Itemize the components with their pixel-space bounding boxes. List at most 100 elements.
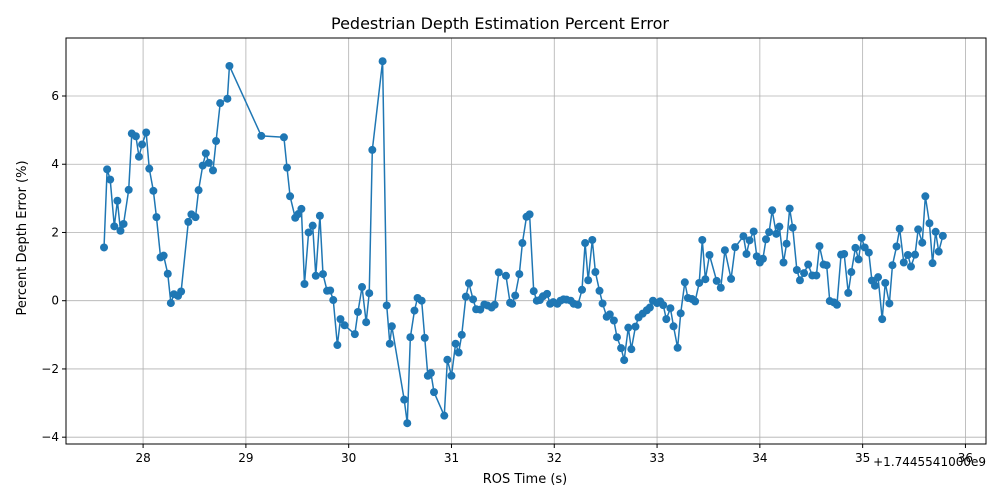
data-point (525, 210, 534, 219)
data-point (198, 161, 207, 170)
x-tick-label: 30 (341, 451, 356, 465)
data-point (911, 250, 920, 259)
data-point (283, 163, 292, 172)
data-point (804, 260, 813, 269)
data-point (749, 227, 758, 236)
data-point (149, 186, 158, 195)
data-point (201, 149, 210, 158)
x-axis: 28 29 30 31 32 33 34 35 36 (135, 444, 973, 465)
x-tick-label: 34 (752, 451, 767, 465)
data-point (847, 268, 856, 277)
data-point (116, 226, 125, 235)
data-point (494, 268, 503, 277)
data-point (225, 61, 234, 70)
data-point (620, 356, 629, 365)
data-point (365, 289, 374, 298)
data-point (543, 289, 552, 298)
data-point (701, 275, 710, 284)
data-point (765, 228, 774, 237)
data-point (216, 99, 225, 108)
data-point (676, 309, 685, 318)
data-point (191, 213, 200, 222)
data-point (892, 242, 901, 251)
data-point (138, 140, 147, 149)
data-point (914, 225, 923, 234)
data-point (788, 223, 797, 232)
y-tick-label: 4 (51, 157, 59, 171)
data-point (673, 343, 682, 352)
data-point (885, 299, 894, 308)
data-point (204, 158, 213, 167)
data-point (300, 279, 309, 288)
data-point (387, 322, 396, 331)
data-point (627, 345, 636, 354)
data-point (903, 250, 912, 259)
data-point (854, 255, 863, 264)
chart-title: Pedestrian Depth Estimation Percent Erro… (331, 14, 669, 33)
data-point (152, 213, 161, 222)
data-point (110, 222, 119, 231)
data-point (878, 315, 887, 324)
data-point (612, 333, 621, 342)
x-axis-label: ROS Time (s) (483, 472, 568, 487)
data-point (286, 192, 295, 201)
data-point (340, 321, 349, 330)
data-point (159, 251, 168, 260)
data-point (832, 300, 841, 309)
data-point (464, 279, 473, 288)
data-point (745, 236, 754, 245)
x-tick-label: 35 (855, 451, 870, 465)
data-point (100, 243, 109, 252)
data-point (103, 165, 112, 174)
plot-frame (65, 37, 987, 445)
x-tick-label: 29 (238, 451, 253, 465)
y-tick-label: 0 (51, 294, 59, 308)
y-tick-label: 2 (51, 225, 59, 239)
data-point (739, 232, 748, 241)
data-point (731, 243, 740, 252)
data-point (595, 286, 604, 295)
data-point (895, 224, 904, 233)
y-axis: −4 −2 0 2 4 6 (41, 89, 66, 444)
data-point (529, 287, 538, 296)
data-point (584, 276, 593, 285)
data-point (119, 219, 128, 228)
data-point (326, 286, 335, 295)
data-point (605, 310, 614, 319)
data-point (166, 299, 175, 308)
data-point (106, 175, 115, 184)
data-point (792, 266, 801, 274)
data-point (508, 299, 517, 308)
data-point (336, 315, 345, 324)
data-point (403, 419, 412, 428)
data-point (353, 307, 362, 316)
data-point (124, 185, 133, 194)
data-point (333, 341, 342, 350)
data-point (430, 388, 438, 397)
data-point (851, 243, 860, 252)
data-point (899, 258, 908, 267)
data-point (490, 300, 499, 309)
data-point (573, 300, 582, 309)
data-point (772, 229, 781, 238)
data-point (822, 261, 831, 270)
data-point (864, 248, 873, 257)
y-tick-label: −2 (41, 362, 59, 376)
data-point (812, 271, 821, 280)
data-point (662, 315, 671, 324)
data-point (758, 254, 767, 263)
data-point (461, 292, 470, 301)
data-point (518, 239, 527, 248)
data-point (440, 411, 449, 420)
data-point (888, 261, 897, 270)
data-point (131, 132, 140, 141)
data-point (417, 296, 426, 305)
data-point (857, 233, 866, 242)
data-point (659, 301, 668, 310)
data-point (177, 287, 186, 296)
data-point (511, 291, 520, 300)
data-point (400, 395, 409, 404)
data-point (934, 247, 943, 256)
data-point (208, 166, 217, 175)
